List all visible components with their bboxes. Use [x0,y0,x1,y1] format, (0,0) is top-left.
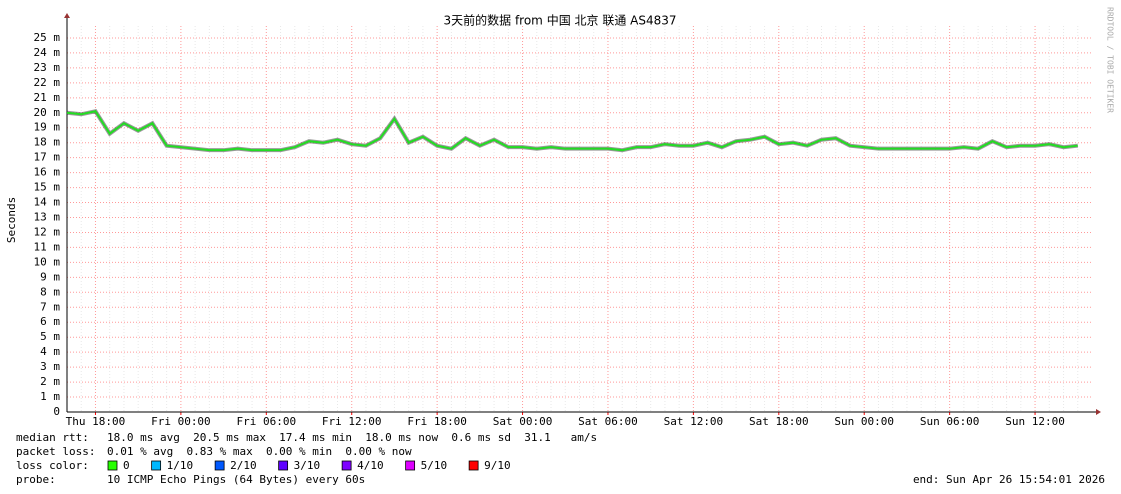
x-tick-label: Thu 18:00 [66,415,126,428]
legend-swatch [151,460,162,471]
y-tick-label: 17 m [34,151,61,164]
side-text: RRDTOOL / TOBI OETIKER [1106,7,1115,113]
end-text: end: Sun Apr 26 15:54:01 2026 [913,473,1105,486]
x-tick-label: Sun 00:00 [834,415,894,428]
axis-arrow [64,13,70,18]
axis-arrow [1096,409,1101,415]
y-tick-label: 20 m [34,106,61,119]
y-tick-label: 25 m [34,31,61,44]
y-tick-label: 2 m [40,375,60,388]
stat-label: probe: [16,473,56,486]
legend-swatch [278,460,289,471]
x-tick-label: Sun 12:00 [1005,415,1065,428]
stat-label: median rtt: [16,431,89,444]
y-tick-label: 9 m [40,270,60,283]
stat-text: 18.0 ms avg 20.5 ms max 17.4 ms min 18.0… [107,431,597,444]
legend-label: 1/10 [167,459,194,472]
y-tick-label: 18 m [34,136,61,149]
y-tick-label: 23 m [34,61,61,74]
x-tick-label: Sat 00:00 [493,415,553,428]
stat-text: 10 ICMP Echo Pings (64 Bytes) every 60s [107,473,365,486]
median-line [66,110,1078,152]
x-tick-label: Fri 06:00 [237,415,297,428]
y-tick-label: 1 m [40,390,60,403]
y-tick-label: 14 m [34,196,61,209]
legend-swatch [405,460,416,471]
legend-swatch [214,460,225,471]
y-tick-label: 7 m [40,300,60,313]
y-tick-label: 3 m [40,360,60,373]
legend-swatch [468,460,479,471]
legend-label: 2/10 [230,459,257,472]
legend-swatch [107,460,118,471]
legend-label: 3/10 [294,459,321,472]
y-tick-label: 11 m [34,240,61,253]
y-tick-label: 24 m [34,46,61,59]
y-tick-label: 12 m [34,225,61,238]
y-tick-label: 8 m [40,285,60,298]
chart-title: 3天前的数据 from 中国 北京 联通 AS4837 [444,13,677,28]
y-tick-label: 6 m [40,315,60,328]
legend-label: 4/10 [357,459,384,472]
y-tick-label: 15 m [34,181,61,194]
y-tick-label: 0 [53,405,60,418]
y-tick-label: 21 m [34,91,61,104]
legend-label: 0 [123,459,130,472]
y-tick-label: 10 m [34,255,61,268]
x-tick-label: Sat 12:00 [664,415,724,428]
legend-swatch [341,460,352,471]
x-tick-label: Sun 06:00 [920,415,980,428]
y-tick-label: 4 m [40,345,60,358]
y-tick-label: 19 m [34,121,61,134]
y-tick-label: 16 m [34,166,61,179]
x-tick-label: Sat 06:00 [578,415,638,428]
y-tick-label: 5 m [40,330,60,343]
y-tick-label: 13 m [34,211,61,224]
x-tick-label: Fri 12:00 [322,415,382,428]
x-tick-label: Fri 18:00 [407,415,467,428]
y-axis-label: Seconds [5,197,18,243]
stat-label: loss color: [16,459,89,472]
y-tick-label: 22 m [34,76,61,89]
x-tick-label: Fri 00:00 [151,415,211,428]
x-tick-label: Sat 18:00 [749,415,809,428]
stat-label: packet loss: [16,445,95,458]
legend-label: 9/10 [484,459,511,472]
legend-label: 5/10 [421,459,448,472]
stat-text: 0.01 % avg 0.83 % max 0.00 % min 0.00 % … [107,445,412,458]
